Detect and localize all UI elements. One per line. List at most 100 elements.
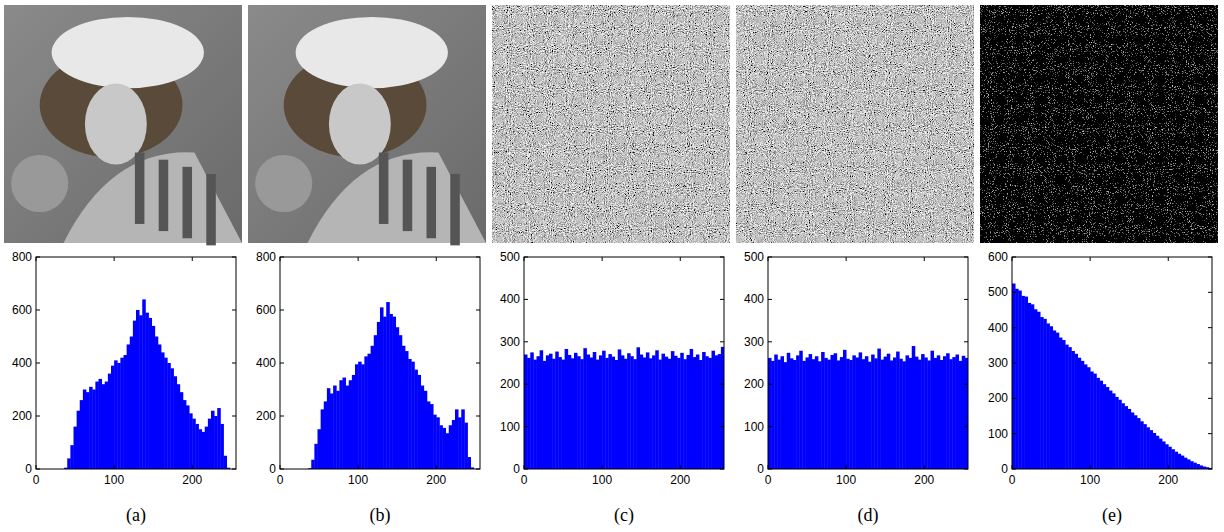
x-tick	[280, 465, 281, 469]
histogram-bar	[1175, 452, 1179, 469]
plot-background	[280, 257, 480, 469]
histogram-bar	[280, 469, 284, 470]
image-blur	[255, 155, 312, 212]
y-tick	[720, 257, 724, 258]
y-tick-label: 200	[256, 409, 276, 423]
histogram-bar	[565, 349, 569, 469]
histogram-bar	[574, 353, 578, 469]
histogram-bar	[368, 354, 372, 469]
histogram-bar	[89, 387, 93, 469]
image-hat	[52, 17, 204, 88]
x-tick	[36, 257, 37, 261]
histogram-bar	[1184, 458, 1188, 469]
histogram-bar	[615, 360, 619, 469]
histogram-bar	[555, 352, 559, 469]
x-tick	[1012, 257, 1013, 261]
histogram-bar	[99, 379, 103, 469]
histogram-bar	[439, 425, 443, 469]
histogram-bar	[321, 409, 325, 469]
x-tick	[524, 465, 525, 469]
histogram-bar	[1087, 367, 1091, 469]
histogram-bar	[124, 355, 128, 469]
histogram-bar	[937, 355, 941, 469]
histogram-bar	[571, 358, 575, 469]
histogram-bar	[411, 362, 415, 469]
y-tick	[1208, 398, 1212, 399]
image-stripe	[403, 160, 413, 231]
histogram-bar	[674, 356, 678, 469]
panel-caption: (b)	[370, 505, 391, 526]
x-tick	[680, 465, 681, 469]
histogram-bar	[699, 360, 703, 469]
x-tick-label: 100	[592, 473, 612, 487]
histogram-bar	[540, 350, 544, 469]
histogram-bar	[330, 393, 334, 469]
histogram-bar	[962, 356, 966, 469]
histogram-bar	[443, 428, 447, 469]
histogram-bar	[199, 429, 203, 469]
y-tick	[964, 384, 968, 385]
y-tick	[1012, 469, 1016, 470]
histogram-bar	[881, 360, 885, 469]
histogram-bar	[599, 355, 603, 469]
histogram-bar	[1168, 447, 1172, 469]
y-tick	[768, 299, 772, 300]
histogram-bar	[1059, 338, 1063, 469]
panel: 01002000200400600800(b)	[248, 5, 486, 526]
histogram-bar	[111, 366, 115, 469]
y-tick	[232, 363, 236, 364]
histogram-bar	[690, 349, 694, 469]
histogram-bar	[668, 359, 672, 469]
histogram-bar	[530, 352, 534, 469]
image-stripe	[135, 153, 145, 224]
x-tick-label: 0	[33, 473, 40, 487]
histogram-bar	[377, 322, 381, 469]
y-tick-label: 500	[500, 250, 520, 264]
histogram-bar	[1015, 289, 1019, 469]
y-tick	[1208, 433, 1212, 434]
image-hat	[296, 17, 448, 88]
y-tick	[524, 426, 528, 427]
y-tick-label: 400	[256, 356, 276, 370]
histogram-bar	[1075, 354, 1079, 469]
histogram-bar	[74, 427, 78, 469]
histogram-bar	[195, 424, 199, 469]
histogram-bar	[399, 335, 403, 469]
histogram-bar	[846, 359, 850, 469]
y-tick	[280, 416, 284, 417]
histogram-bar	[1115, 397, 1119, 469]
histogram-bar	[102, 384, 106, 469]
histogram-bar	[389, 314, 393, 469]
histogram-bar	[552, 359, 556, 469]
histogram-bar	[1096, 378, 1100, 469]
y-tick	[524, 257, 528, 258]
histogram-bar	[1053, 330, 1057, 469]
histogram-bar	[921, 354, 925, 469]
histogram-bar	[361, 364, 365, 469]
histogram-bar	[890, 360, 894, 469]
y-tick-label: 500	[744, 250, 764, 264]
histogram-bar	[1106, 387, 1110, 469]
histogram-bar	[1112, 393, 1116, 469]
x-tick	[114, 465, 115, 469]
histogram-bar	[680, 353, 684, 469]
histogram-bar	[533, 360, 537, 469]
histogram-bar	[427, 401, 431, 469]
histogram-bar	[358, 362, 362, 469]
histogram-bar	[1062, 340, 1066, 469]
x-tick	[602, 257, 603, 261]
axes-frame	[36, 257, 236, 469]
histogram-bar	[827, 360, 831, 469]
histogram-bar	[546, 355, 550, 469]
histogram-bar	[718, 354, 722, 469]
histogram-bar	[952, 357, 956, 469]
histogram-bar	[630, 356, 634, 469]
histogram-bar	[1131, 412, 1135, 469]
image-stripe	[206, 174, 216, 245]
y-tick	[280, 310, 284, 311]
histogram-bar	[931, 351, 935, 469]
histogram-bar	[343, 378, 347, 469]
histogram-bar	[1187, 459, 1191, 469]
x-tick-label: 0	[521, 473, 528, 487]
histogram-bar	[806, 357, 810, 469]
